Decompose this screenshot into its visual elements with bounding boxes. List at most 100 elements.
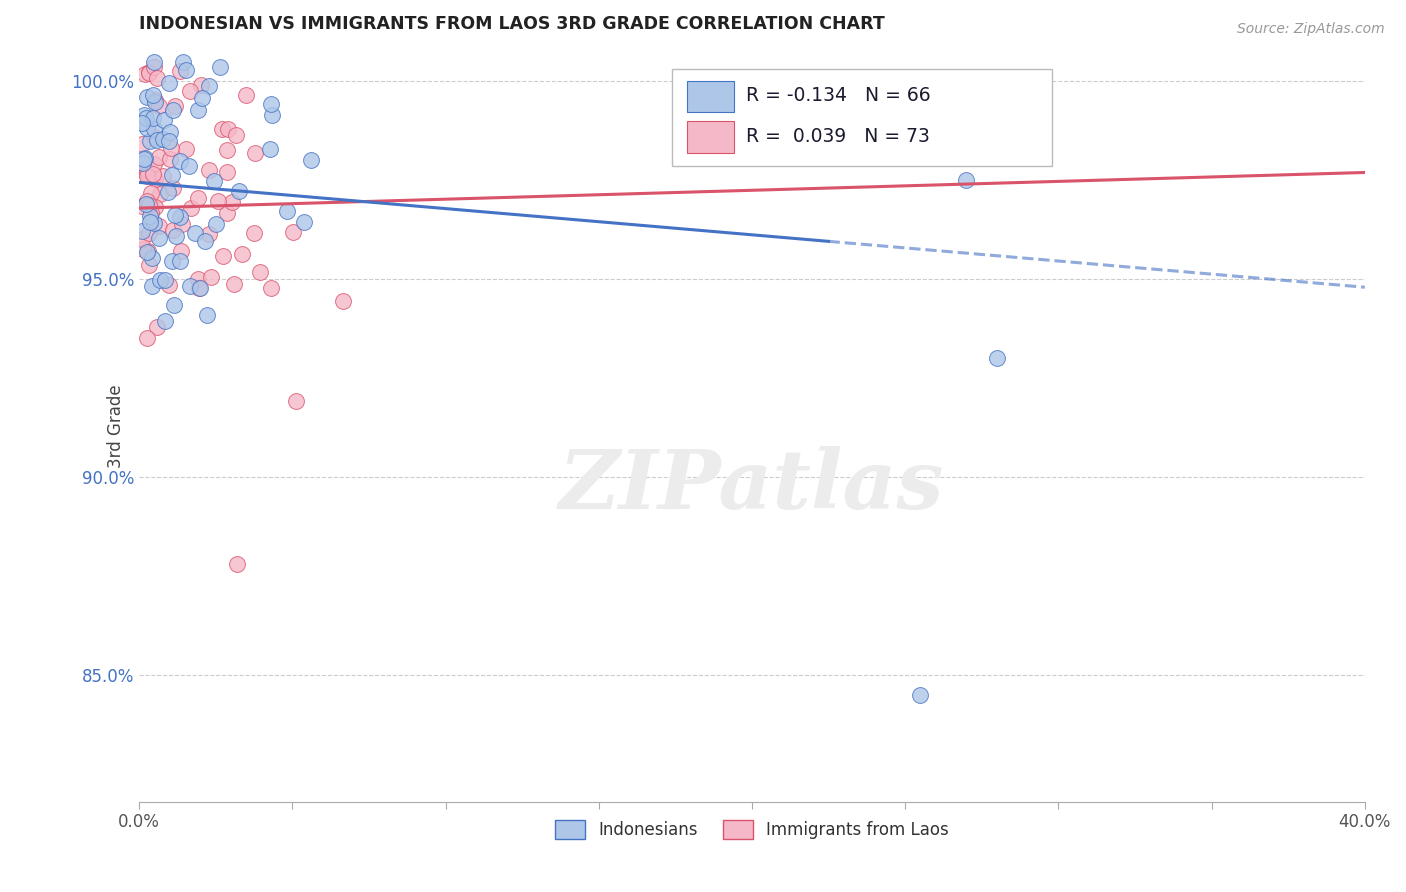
Point	[136, 89, 159, 103]
Point	[169, 254, 191, 268]
Point	[143, 172, 166, 186]
Point	[225, 128, 247, 143]
Point	[172, 217, 194, 231]
Point	[955, 173, 977, 187]
Point	[188, 281, 211, 295]
Point	[163, 298, 186, 312]
Point	[153, 112, 176, 127]
Point	[169, 63, 191, 78]
Point	[152, 132, 174, 146]
Point	[260, 97, 283, 112]
Point	[243, 226, 266, 240]
Point	[165, 228, 187, 243]
Point	[187, 272, 209, 286]
Point	[148, 219, 170, 233]
Point	[226, 557, 249, 571]
Point	[143, 93, 166, 107]
Point	[149, 187, 172, 202]
Point	[141, 205, 163, 219]
Point	[159, 125, 181, 139]
Point	[174, 63, 197, 78]
Point	[183, 227, 205, 241]
Point	[159, 152, 181, 166]
Point	[910, 688, 932, 702]
Point	[131, 163, 153, 178]
Point	[162, 103, 184, 117]
Point	[222, 277, 245, 291]
FancyBboxPatch shape	[672, 69, 1052, 166]
Point	[180, 201, 202, 215]
Point	[332, 294, 354, 309]
Point	[146, 70, 169, 85]
Point	[299, 153, 322, 168]
Point	[294, 215, 316, 229]
Point	[187, 103, 209, 117]
Point	[160, 141, 183, 155]
Point	[221, 195, 243, 210]
Point	[138, 134, 160, 148]
Point	[211, 121, 233, 136]
Point	[136, 245, 159, 260]
Point	[139, 201, 162, 215]
Point	[134, 66, 156, 80]
Point	[135, 331, 157, 345]
Point	[163, 208, 186, 222]
Point	[283, 225, 305, 239]
Point	[142, 130, 165, 145]
Point	[194, 234, 217, 248]
Point	[215, 143, 238, 157]
Point	[285, 394, 308, 409]
Text: Source: ZipAtlas.com: Source: ZipAtlas.com	[1237, 22, 1385, 37]
Point	[986, 351, 1008, 366]
Point	[259, 142, 281, 156]
Point	[204, 217, 226, 231]
Point	[131, 137, 153, 152]
Point	[157, 185, 180, 199]
Point	[131, 232, 153, 246]
Point	[148, 150, 170, 164]
Point	[142, 216, 165, 230]
Point	[141, 251, 163, 265]
Point	[249, 265, 271, 279]
Legend: Indonesians, Immigrants from Laos: Indonesians, Immigrants from Laos	[548, 814, 956, 846]
Point	[195, 308, 218, 322]
Point	[215, 206, 238, 220]
Point	[162, 223, 184, 237]
Point	[146, 133, 169, 147]
Point	[142, 87, 165, 102]
Text: R = -0.134   N = 66: R = -0.134 N = 66	[745, 87, 931, 105]
Text: INDONESIAN VS IMMIGRANTS FROM LAOS 3RD GRADE CORRELATION CHART: INDONESIAN VS IMMIGRANTS FROM LAOS 3RD G…	[139, 15, 884, 33]
Point	[138, 66, 160, 80]
Point	[215, 165, 238, 179]
Point	[139, 186, 162, 200]
Point	[135, 169, 157, 184]
Point	[190, 78, 212, 93]
Point	[163, 99, 186, 113]
Point	[139, 215, 162, 229]
Point	[169, 154, 191, 169]
Point	[152, 169, 174, 184]
Point	[153, 273, 176, 287]
Point	[134, 152, 156, 166]
Point	[260, 280, 283, 294]
Point	[148, 231, 170, 245]
Point	[212, 249, 235, 263]
Point	[138, 226, 160, 240]
Point	[153, 314, 176, 328]
Point	[138, 258, 160, 272]
Point	[198, 227, 221, 241]
Point	[188, 280, 211, 294]
Point	[198, 79, 221, 94]
Point	[187, 191, 209, 205]
Point	[243, 145, 266, 160]
Point	[143, 95, 166, 110]
Point	[131, 199, 153, 213]
Point	[139, 209, 162, 223]
Point	[157, 278, 180, 293]
Point	[162, 254, 184, 268]
Point	[177, 159, 200, 173]
Point	[146, 320, 169, 334]
Bar	[688, 121, 734, 153]
Point	[134, 151, 156, 165]
Point	[157, 134, 180, 148]
